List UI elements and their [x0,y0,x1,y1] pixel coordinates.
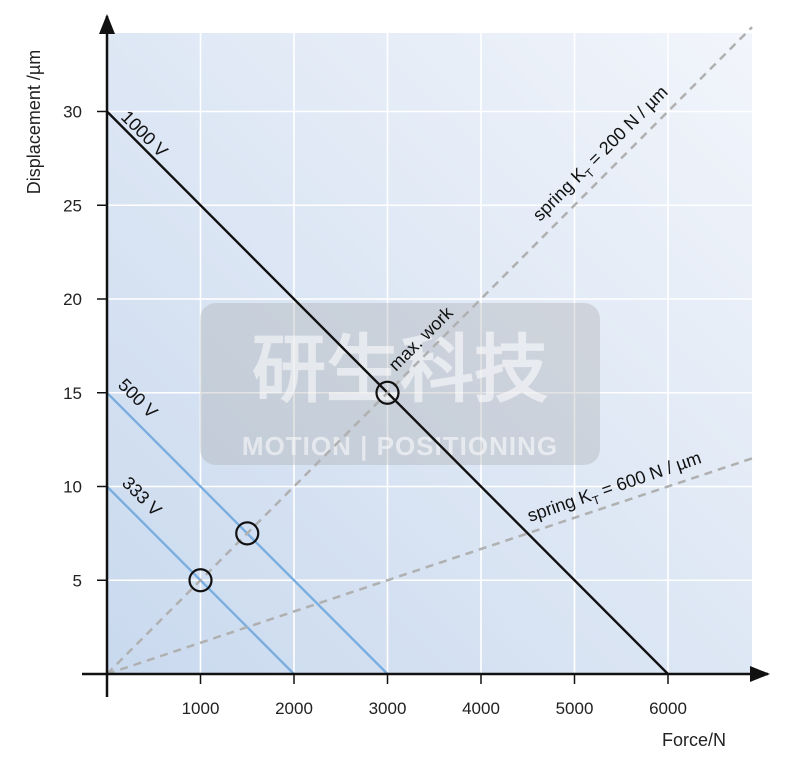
y-tick-label: 30 [63,103,82,122]
x-tick-label: 6000 [649,699,687,718]
y-tick-label: 20 [63,290,82,309]
watermark: 研生科技 MOTION | POSITIONING [200,303,600,465]
series-line-3 [106,26,753,675]
x-tick-label: 3000 [369,699,407,718]
intersection-marker [375,380,400,405]
intersection-marker [235,521,260,546]
x-tick-label: 2000 [275,699,313,718]
watermark-main-text: 研生科技 [252,327,548,413]
x-tick-label: 1000 [182,699,220,718]
y-tick-label: 25 [63,196,82,215]
y-axis-title: Displacement /µm [24,50,44,194]
x-tick-label: 4000 [462,699,500,718]
y-tick-label: 15 [63,384,82,403]
marker-layer [188,380,400,593]
tick-layer: 1000 2000 3000 4000 5000 6000 5 10 15 20 25 30 [63,103,687,719]
series-layer [106,26,753,676]
watermark-plate [200,303,600,465]
series-line-4 [106,457,753,676]
intersection-marker [188,568,213,593]
grid [107,33,752,674]
x-axis-title: Force/N [662,730,726,750]
watermark-sub-text: MOTION | POSITIONING [242,431,558,461]
y-tick-label: 10 [63,478,82,497]
y-tick-label: 5 [73,571,82,590]
x-tick-label: 5000 [556,699,594,718]
